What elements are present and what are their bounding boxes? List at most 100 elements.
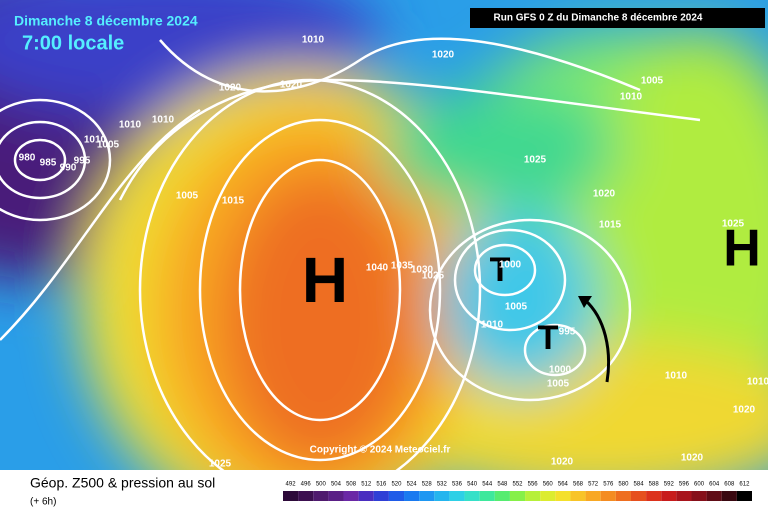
legend-label: 496 bbox=[301, 482, 312, 488]
isobar-label: 1025 bbox=[524, 155, 547, 166]
legend-swatch bbox=[540, 491, 556, 501]
isobar-label: 1005 bbox=[505, 302, 528, 313]
isobar-label: 1020 bbox=[681, 453, 704, 464]
isobar-label: 1035 bbox=[391, 261, 414, 272]
isobar-label: 995 bbox=[74, 156, 91, 167]
isobar-label: 1020 bbox=[593, 189, 616, 200]
legend-label: 608 bbox=[724, 482, 735, 488]
legend-label: 588 bbox=[649, 482, 660, 488]
legend-swatch bbox=[298, 491, 314, 501]
legend-swatch bbox=[721, 491, 737, 501]
isobar-label: 1040 bbox=[366, 263, 389, 274]
legend-swatch bbox=[570, 491, 586, 501]
isobar-label: 1030 bbox=[411, 265, 434, 276]
isobar-label: 1005 bbox=[547, 379, 570, 390]
isobar-label: 1000 bbox=[499, 260, 522, 271]
isobar-label: 1010 bbox=[665, 371, 688, 382]
legend-swatch bbox=[706, 491, 722, 501]
isobar-label: 1010 bbox=[152, 115, 175, 126]
legend-label: 592 bbox=[664, 482, 675, 488]
pressure-system: T bbox=[490, 251, 511, 289]
isobar-label: 1005 bbox=[641, 76, 664, 87]
isobar-label: 1005 bbox=[97, 140, 120, 151]
isobar-label: 1020 bbox=[733, 405, 756, 416]
isobar-label: 1005 bbox=[176, 191, 199, 202]
legend-label: 544 bbox=[482, 482, 493, 488]
legend-swatch bbox=[736, 491, 752, 501]
isobar-label: 980 bbox=[19, 153, 36, 164]
isobar-label: 1010 bbox=[747, 377, 768, 388]
legend-label: 584 bbox=[634, 482, 645, 488]
isobars bbox=[0, 37, 701, 470]
legend-label: 516 bbox=[376, 482, 387, 488]
legend-label: 520 bbox=[391, 482, 402, 488]
legend-swatch bbox=[479, 491, 495, 501]
legend-swatch bbox=[615, 491, 631, 501]
isobar-label: 1020 bbox=[280, 80, 303, 91]
isobar-label: 990 bbox=[60, 163, 77, 174]
legend-label: 572 bbox=[588, 482, 599, 488]
legend-label: 508 bbox=[346, 482, 357, 488]
legend-label: 612 bbox=[739, 482, 750, 488]
arrow bbox=[583, 298, 611, 383]
legend-label: 604 bbox=[709, 482, 720, 488]
isobar-label: 1010 bbox=[481, 320, 504, 331]
isobar-label: 1010 bbox=[302, 35, 325, 46]
footer-lead: (+ 6h) bbox=[30, 497, 56, 508]
isobar-label: 1010 bbox=[620, 92, 643, 103]
isobar-label: 1025 bbox=[422, 271, 445, 282]
legend-label: 576 bbox=[603, 482, 614, 488]
pressure-system: H bbox=[302, 244, 348, 316]
legend-swatch bbox=[434, 491, 450, 501]
legend-swatch bbox=[343, 491, 359, 501]
isobar-label: 1000 bbox=[549, 365, 572, 376]
legend-label: 532 bbox=[437, 482, 448, 488]
legend: 492 496 500 504 508 512 516 520 524 528 532 536 540 5… bbox=[283, 482, 752, 501]
legend-label: 528 bbox=[422, 482, 433, 488]
legend-label: 560 bbox=[543, 482, 554, 488]
legend-label: 600 bbox=[694, 482, 705, 488]
legend-swatch bbox=[691, 491, 707, 501]
legend-swatch bbox=[525, 491, 541, 501]
legend-label: 492 bbox=[286, 482, 297, 488]
isobar-label: 1020 bbox=[432, 50, 455, 61]
legend-swatch bbox=[358, 491, 374, 501]
legend-swatch bbox=[419, 491, 435, 501]
isobar-label: 1015 bbox=[599, 220, 622, 231]
legend-swatch bbox=[630, 491, 647, 501]
isobar-label: 1010 bbox=[119, 120, 142, 131]
legend-label: 500 bbox=[316, 482, 327, 488]
isobar-label: 1020 bbox=[219, 83, 242, 94]
legend-swatch bbox=[328, 491, 344, 501]
legend-label: 564 bbox=[558, 482, 569, 488]
date: Dimanche 8 décembre 2024 bbox=[14, 13, 198, 29]
legend-swatch bbox=[555, 491, 571, 501]
isobar-label: 1015 bbox=[222, 196, 245, 207]
legend-swatch bbox=[404, 491, 420, 501]
legend-label: 552 bbox=[512, 482, 523, 488]
run-info: Run GFS 0 Z du Dimanche 8 décembre 2024 bbox=[494, 13, 703, 24]
legend-swatch bbox=[313, 491, 329, 501]
footer-title: Géop. Z500 & pression au sol bbox=[30, 475, 215, 491]
legend-swatch bbox=[373, 491, 389, 501]
pressure-system: H bbox=[723, 220, 761, 278]
arrow-head bbox=[578, 296, 592, 308]
legend-label: 524 bbox=[407, 482, 418, 488]
legend-label: 504 bbox=[331, 482, 342, 488]
legend-swatch bbox=[388, 491, 405, 501]
legend-swatch bbox=[676, 491, 692, 501]
legend-swatch bbox=[464, 491, 480, 501]
legend-swatch bbox=[600, 491, 616, 501]
legend-label: 596 bbox=[679, 482, 690, 488]
isobar-label: 1020 bbox=[551, 457, 574, 468]
legend-swatch bbox=[509, 491, 526, 501]
isobar-label: 1025 bbox=[209, 459, 232, 470]
pressure-system: T bbox=[538, 319, 559, 357]
legend-label: 512 bbox=[361, 482, 372, 488]
legend-swatch bbox=[646, 491, 662, 501]
legend-label: 540 bbox=[467, 482, 478, 488]
legend-label: 568 bbox=[573, 482, 584, 488]
isobar-label: 1025 bbox=[722, 219, 745, 230]
legend-label: 556 bbox=[528, 482, 539, 488]
